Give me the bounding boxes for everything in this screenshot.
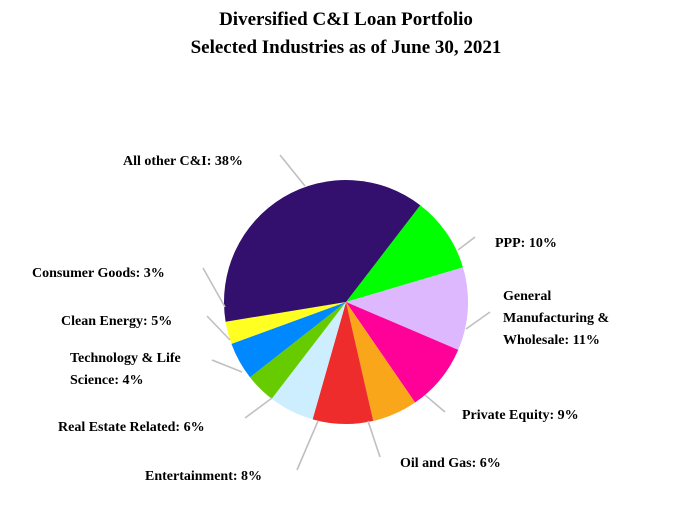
- leader-line-entertainment: [296, 420, 319, 471]
- leader-lines: [202, 154, 491, 471]
- slice-label-technology-and-life-science: Technology & Life Science: 4%: [70, 351, 181, 388]
- pie-slice-general-manufacturing-and-wholesale: [346, 267, 469, 350]
- chart-title: Diversified C&I Loan Portfolio: [219, 9, 473, 30]
- slice-label-private-equity: Private Equity: 9%: [462, 408, 579, 423]
- leader-line-technology-and-life-science: [211, 359, 243, 373]
- pie-slice-consumer-goods: [225, 302, 346, 344]
- leader-line-general-manufacturing-and-wholesale: [465, 311, 491, 330]
- pie-slices: [223, 179, 469, 424]
- slice-label-all-other-candi: All other C&I: 38%: [123, 154, 243, 169]
- pie-slice-all-other-candi: [223, 179, 421, 322]
- slice-label-oil-and-gas: Oil and Gas: 6%: [400, 456, 501, 471]
- leader-line-consumer-goods: [202, 267, 226, 308]
- pie-slice-oil-and-gas: [346, 302, 416, 421]
- slice-label-real-estate-related: Real Estate Related: 6%: [58, 420, 205, 435]
- leader-line-private-equity: [424, 394, 446, 413]
- chart-subtitle: Selected Industries as of June 30, 2021: [191, 37, 502, 58]
- pie-slice-real-estate-related: [271, 302, 346, 420]
- pie-slice-entertainment: [312, 302, 374, 424]
- leader-line-clean-energy: [206, 315, 231, 341]
- slice-label-clean-energy: Clean Energy: 5%: [61, 314, 172, 329]
- leader-line-oil-and-gas: [367, 420, 381, 458]
- pie-slice-ppp: [346, 205, 463, 302]
- slice-label-consumer-goods: Consumer Goods: 3%: [32, 266, 165, 281]
- pie-slice-clean-energy: [231, 302, 346, 378]
- slice-label-entertainment: Entertainment: 8%: [145, 469, 262, 484]
- pie-slice-private-equity: [346, 302, 459, 403]
- leader-line-all-other-candi: [279, 154, 306, 187]
- leader-line-ppp: [457, 236, 476, 251]
- slice-label-general-manufacturing-and-wholesale: General Manufacturing & Wholesale: 11%: [503, 289, 609, 348]
- pie-slice-technology-and-life-science: [249, 302, 346, 399]
- leader-line-real-estate-related: [244, 397, 273, 419]
- slice-labels: PPP: 10% General Manufacturing & Wholesale:…: [32, 154, 609, 484]
- slice-label-ppp: PPP: 10%: [495, 236, 557, 251]
